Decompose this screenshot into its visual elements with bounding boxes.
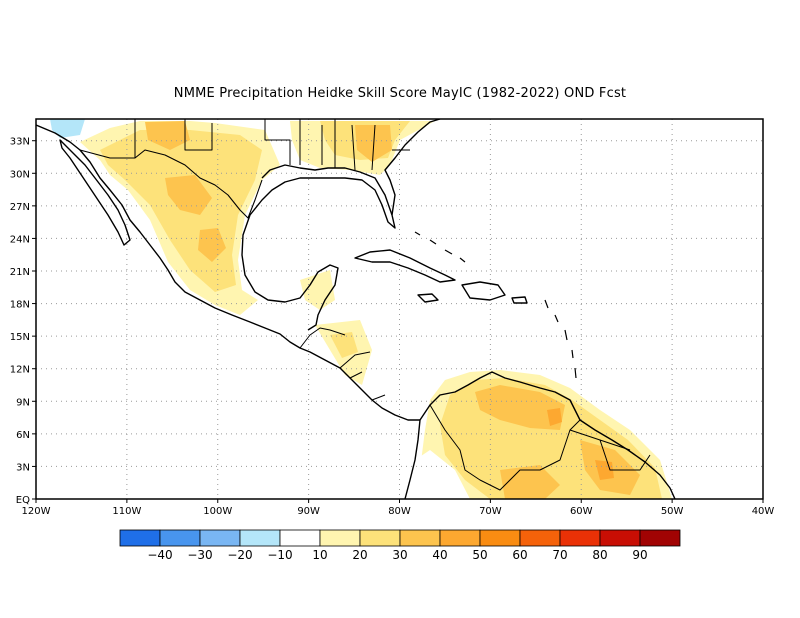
coast-south-am-west [404, 419, 421, 499]
colorbar-label: 10 [312, 548, 327, 562]
colorbar-swatch [599, 529, 641, 547]
lat-tick-label: 21N [10, 267, 30, 278]
lat-tick-label: 3N [16, 462, 30, 473]
colorbar-swatch [199, 529, 241, 547]
lon-tick-label: 50W [661, 506, 684, 517]
colorbar-swatch [639, 529, 681, 547]
lat-tick-label: 27N [10, 202, 30, 213]
coast-jamaica [417, 293, 439, 303]
shade-south-am-max [547, 408, 562, 426]
colorbar-label: −20 [227, 548, 252, 562]
coast-us-east [384, 119, 441, 216]
coast-hispaniola [461, 281, 506, 301]
coast-bahamas [414, 231, 466, 263]
coast-cuba [354, 249, 456, 283]
colorbar-swatch [439, 529, 481, 547]
colorbar: −40 −30 −20 −10 10 20 30 40 50 60 70 80 90 [119, 529, 681, 562]
colorbar-label: 80 [592, 548, 607, 562]
skill-shading [50, 119, 672, 499]
border-states [134, 119, 410, 171]
coastlines [36, 119, 676, 499]
shade-south-am-gap [400, 450, 470, 499]
colorbar-swatch [399, 529, 441, 547]
colorbar-label: −30 [187, 548, 212, 562]
coast-gulf [241, 164, 396, 331]
lat-axis-labels: EQ 3N 6N 9N 12N 15N 18N 21N 24N 27N 30N 33N [10, 137, 36, 506]
shade-south-am-core3 [500, 465, 560, 499]
colorbar-label: 60 [512, 548, 527, 562]
lon-tick-label: 100W [203, 506, 232, 517]
lon-tick-label: 70W [479, 506, 502, 517]
shade-mexico-core3 [145, 121, 190, 150]
coast-lesser-antilles [544, 299, 577, 379]
shade-nw-negative [50, 119, 85, 138]
lon-tick-label: 120W [22, 506, 51, 517]
lat-tick-label: 12N [10, 365, 30, 376]
colorbar-swatch [119, 529, 161, 547]
colorbar-swatch [519, 529, 561, 547]
lat-tick-label: EQ [16, 495, 30, 506]
colorbar-label: 50 [472, 548, 487, 562]
colorbar-label: 20 [352, 548, 367, 562]
colorbar-swatch [359, 529, 401, 547]
lat-tick-label: 9N [16, 397, 30, 408]
coast-puerto-rico [511, 296, 528, 304]
colorbar-swatch [479, 529, 521, 547]
lon-tick-label: 60W [570, 506, 593, 517]
lat-tick-label: 24N [10, 234, 30, 245]
colorbar-swatch [239, 529, 281, 547]
lat-tick-label: 30N [10, 169, 30, 180]
shade-mexico-core [165, 175, 212, 215]
lat-tick-label: 15N [10, 332, 30, 343]
shade-central-am-core [330, 332, 358, 358]
border-south-am [429, 404, 651, 491]
colorbar-swatch [279, 529, 321, 547]
lat-tick-label: 18N [10, 300, 30, 311]
lat-tick-label: 33N [10, 137, 30, 148]
coast-pacific-mexico [36, 124, 420, 421]
colorbar-label: 70 [552, 548, 567, 562]
colorbar-label: 40 [432, 548, 447, 562]
border-central-am [299, 327, 386, 401]
shade-south-am-max2 [595, 460, 614, 480]
colorbar-label: 90 [632, 548, 647, 562]
lon-axis-labels: 120W 110W 100W 90W 80W 70W 60W 50W 40W [22, 499, 775, 517]
shade-mexico-core2 [198, 228, 226, 262]
colorbar-swatch [159, 529, 201, 547]
colorbar-label: 30 [392, 548, 407, 562]
chart-title: NMME Precipitation Heidke Skill Score Ma… [173, 86, 627, 101]
colorbar-swatch [319, 529, 361, 547]
coast-baja [59, 139, 131, 246]
lon-tick-label: 90W [297, 506, 320, 517]
colorbar-label: −40 [147, 548, 172, 562]
colorbar-swatch [559, 529, 601, 547]
coast-south-am [419, 371, 676, 499]
lon-tick-label: 110W [112, 506, 141, 517]
grid-lines [36, 119, 763, 499]
lon-tick-label: 80W [388, 506, 411, 517]
shade-yucatan [300, 270, 335, 310]
lat-tick-label: 6N [16, 430, 30, 441]
lon-tick-label: 40W [752, 506, 775, 517]
colorbar-label: −10 [267, 548, 292, 562]
shade-south-am-core1 [475, 385, 565, 430]
